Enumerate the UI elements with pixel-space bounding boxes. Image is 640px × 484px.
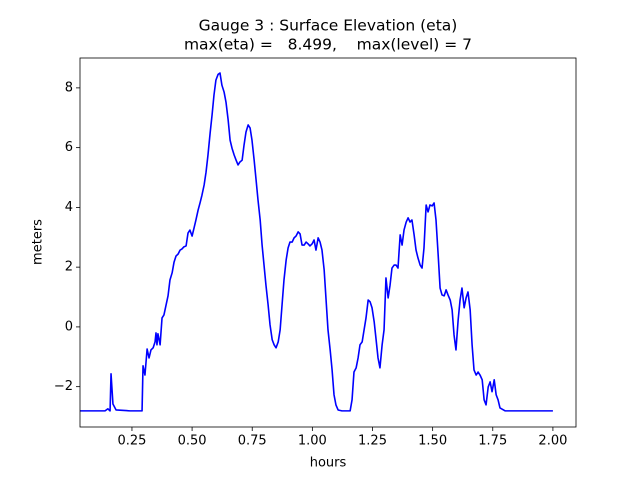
x-tick-label: 1.25	[358, 434, 387, 449]
x-tick-label: 1.00	[298, 434, 327, 449]
x-tick-label: 0.75	[238, 434, 267, 449]
x-tick-label: 0.25	[117, 434, 146, 449]
axes-frame	[79, 57, 577, 428]
x-tick-label: 2.00	[538, 434, 567, 449]
chart-title: Gauge 3 : Surface Elevation (eta)	[199, 17, 458, 35]
x-tick-label: 0.50	[178, 434, 207, 449]
y-tick-label: −2	[54, 379, 73, 394]
chart-subtitle: max(eta) = 8.499, max(level) = 7	[184, 36, 472, 54]
y-axis-label: meters	[31, 219, 46, 265]
x-tick-label: 1.50	[418, 434, 447, 449]
y-tick-label: 8	[65, 80, 73, 95]
y-tick-label: 0	[65, 319, 73, 334]
y-tick-label: 2	[65, 260, 73, 275]
data-line	[80, 72, 553, 412]
y-tick-label: 6	[65, 140, 73, 155]
y-tick-label: 4	[65, 200, 73, 215]
x-axis-label: hours	[310, 456, 347, 471]
x-tick-label: 1.75	[478, 434, 507, 449]
